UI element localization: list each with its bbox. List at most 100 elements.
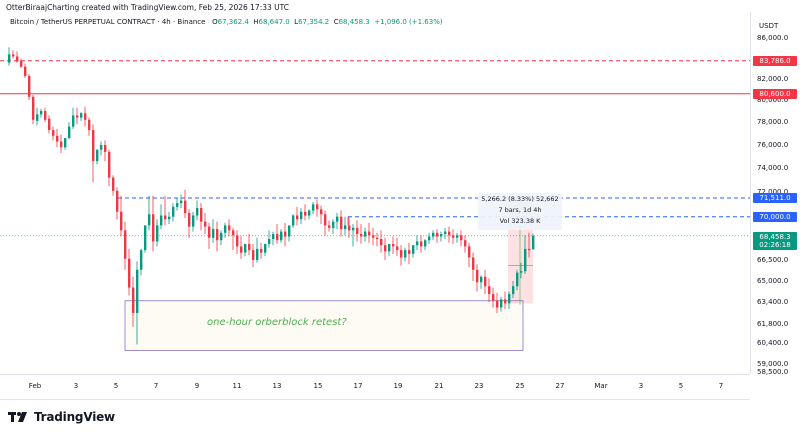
candle-body	[524, 248, 527, 272]
price-tick: 86,000.0	[757, 34, 789, 42]
orderblock-box	[124, 300, 524, 351]
candle-body	[80, 113, 83, 118]
candle-body	[296, 215, 299, 220]
candle-body	[468, 246, 471, 258]
candle-body	[328, 225, 331, 228]
candle-body	[104, 145, 107, 152]
price-label[interactable]: 68,458.3 02:26:18	[753, 231, 797, 250]
orderblock-note[interactable]: one-hour orberblock retest?	[207, 317, 347, 328]
candle-body	[180, 200, 183, 204]
candle-body	[132, 287, 135, 313]
candle-body	[300, 211, 303, 220]
candle-body	[228, 225, 231, 231]
close-value: 68,458.3	[338, 18, 370, 26]
candle-body	[88, 119, 91, 131]
candle-body	[420, 241, 423, 247]
price-tick: 66,500.0	[757, 256, 789, 264]
candle-body	[340, 216, 343, 230]
time-tick: 27	[555, 382, 565, 390]
time-tick: Mar	[594, 382, 608, 390]
price-tick: 61,800.0	[757, 320, 789, 328]
candle-body	[344, 225, 347, 230]
candle-body	[204, 221, 207, 227]
time-tick: Feb	[28, 382, 42, 390]
symbol-title[interactable]: Bitcoin / TetherUS PERPETUAL CONTRACT · …	[10, 18, 206, 26]
time-tick: 7	[718, 382, 724, 390]
candle-body	[532, 235, 535, 250]
candle-body	[84, 113, 87, 120]
candle-body	[396, 246, 399, 251]
candle-body	[208, 226, 211, 238]
candle-body	[480, 276, 483, 283]
time-tick: 25	[515, 382, 525, 390]
candle-body	[264, 243, 267, 253]
candle-body	[124, 230, 127, 259]
price-label-value: 70,000.0	[759, 212, 791, 221]
tradingview-logo[interactable]: TradingView	[8, 410, 115, 424]
candle-body	[152, 214, 155, 242]
candle-body	[288, 225, 291, 237]
candle-body	[100, 145, 103, 150]
candle-body	[212, 229, 215, 238]
candle-body	[312, 204, 315, 211]
candle-body	[404, 250, 407, 258]
candle-body	[416, 241, 419, 246]
candle-body	[292, 215, 295, 226]
price-axis[interactable]: USDT 86,000.0 82,000.0 80,000.0 78,000.0 76,…	[751, 12, 800, 376]
candle-body	[412, 245, 415, 254]
candle-body	[504, 299, 507, 304]
time-tick: 23	[474, 382, 484, 390]
candle-body	[452, 235, 455, 238]
candle-body	[92, 130, 95, 162]
measure-volume: Vol 323.38 K	[499, 217, 541, 225]
candle-body	[500, 299, 503, 308]
candle-body	[96, 149, 99, 162]
logo-text: TradingView	[34, 410, 115, 424]
price-label[interactable]: 70,000.0	[753, 211, 797, 222]
candle-body	[440, 234, 443, 237]
candle-body	[256, 248, 259, 260]
price-tick: 58,500.0	[757, 368, 789, 376]
price-pane[interactable]	[0, 12, 751, 374]
candle-body	[436, 232, 439, 237]
candle-body	[220, 232, 223, 241]
candle-body	[156, 225, 159, 242]
candlestick-plot[interactable]	[0, 12, 750, 374]
candle-body	[52, 130, 55, 136]
candle-body	[272, 234, 275, 239]
candle-body	[16, 56, 19, 62]
candle-body	[32, 96, 35, 120]
candle-body	[496, 300, 499, 308]
candle-body	[172, 206, 175, 217]
candle-body	[108, 151, 111, 178]
price-label[interactable]: 83,786.0	[753, 55, 797, 66]
candle-body	[484, 276, 487, 287]
candle-body	[192, 215, 195, 227]
price-label[interactable]: 71,511.0	[753, 193, 797, 204]
time-axis[interactable]: Feb 3 5 7 9 11 13 15 17 19 21 23 25 27 Mar 3 5 7	[0, 374, 750, 400]
candle-body	[48, 118, 51, 131]
price-label-value: 68,458.3	[759, 232, 791, 241]
candle-body	[224, 225, 227, 233]
candle-body	[488, 286, 491, 295]
candle-body	[356, 227, 359, 235]
candle-body	[56, 135, 59, 142]
candle-body	[64, 138, 67, 148]
candle-body	[216, 229, 219, 241]
time-tick: 19	[393, 382, 403, 390]
currency-unit[interactable]: USDT	[759, 22, 779, 30]
candle-body	[368, 231, 371, 236]
price-label[interactable]: 80,600.0	[753, 88, 797, 99]
candle-body	[24, 66, 27, 76]
candle-body	[20, 60, 23, 67]
candle-body	[476, 269, 479, 283]
candle-body	[240, 246, 243, 253]
candle-body	[136, 269, 139, 313]
candle-body	[284, 231, 287, 237]
time-tick: 3	[73, 382, 79, 390]
candle-body	[492, 294, 495, 301]
price-tick: 59,000.0	[757, 360, 789, 368]
candle-body	[352, 227, 355, 231]
candle-body	[380, 238, 383, 246]
candle-body	[376, 237, 379, 239]
